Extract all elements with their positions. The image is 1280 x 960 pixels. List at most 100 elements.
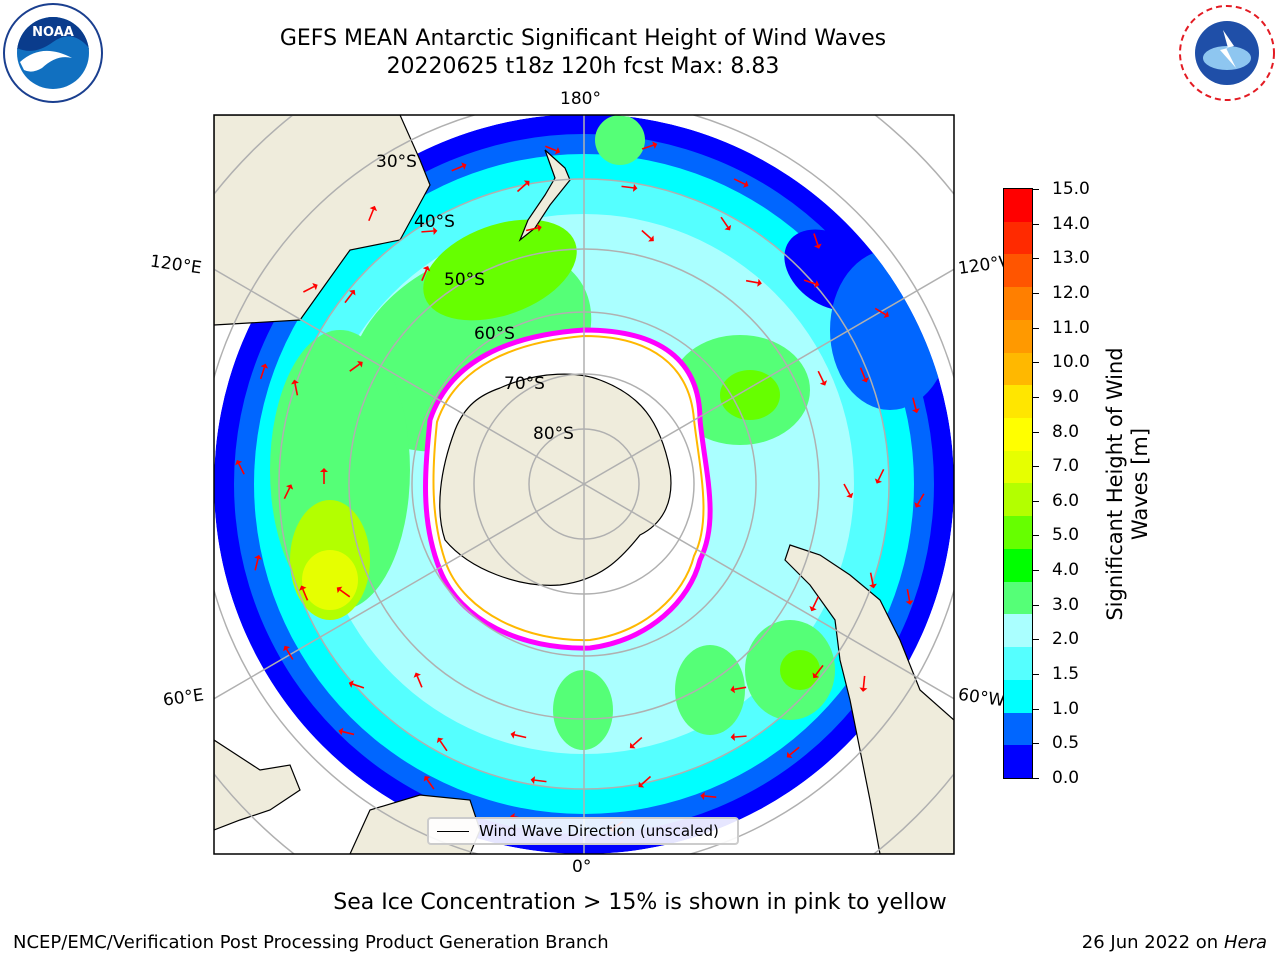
- colorbar-tick-label: 5.0: [1052, 525, 1080, 546]
- colorbar-title: Significant Height of Wind Waves [m]: [1103, 324, 1153, 644]
- wave-direction-arrowhead: [283, 645, 291, 652]
- colorbar-segment: [1004, 548, 1032, 582]
- latitude-label: 40°S: [414, 212, 455, 232]
- latitude-label: 70°S: [504, 374, 545, 394]
- wave-direction-arrow: [641, 229, 652, 240]
- wave-direction-arrow: [352, 683, 365, 689]
- wave-direction-arrowhead: [254, 554, 262, 560]
- colorbar-tick-mark: [1033, 258, 1039, 260]
- wave-direction-arrow: [877, 468, 885, 481]
- wave-direction-arrowhead: [743, 180, 749, 188]
- colorbar-tick-label: 6.0: [1052, 490, 1080, 511]
- wave-direction-arrow: [632, 736, 643, 747]
- colorbar-tick-mark: [1033, 223, 1039, 225]
- latitude-label: 30°S: [376, 152, 417, 172]
- wave-direction-arrowhead: [510, 730, 516, 739]
- colorbar-tick-label: 4.0: [1052, 560, 1080, 581]
- colorbar: [1003, 188, 1033, 779]
- colorbar-tick-label: 0.0: [1052, 768, 1080, 788]
- wave-direction-arrowhead: [530, 776, 536, 785]
- colorbar-segment: [1004, 712, 1032, 746]
- wave-direction-arrowhead: [905, 600, 914, 605]
- colorbar-tick-mark: [1033, 604, 1039, 606]
- wave-direction-arrowhead: [536, 223, 542, 232]
- wave-direction-arrow: [545, 145, 557, 152]
- wave-direction-arrowhead: [861, 377, 869, 383]
- wave-direction-arrowhead: [357, 360, 363, 368]
- wave-direction-arrow: [812, 596, 819, 608]
- wave-direction-arrow: [906, 588, 911, 602]
- wave-direction-arrowhead: [632, 183, 638, 192]
- wave-direction-arrowhead: [629, 742, 636, 749]
- colorbar-tick-label: 12.0: [1052, 282, 1090, 303]
- wave-direction-arrowhead: [700, 792, 705, 800]
- legend-line-swatch: [437, 830, 469, 832]
- wave-direction-arrowhead: [554, 147, 561, 155]
- colorbar-tick-label: 7.0: [1052, 456, 1080, 477]
- wave-direction-arrowhead: [291, 379, 299, 385]
- wave-direction-arrowhead: [812, 672, 819, 679]
- wave-direction-arrowhead: [423, 775, 431, 782]
- wave-direction-arrowhead: [369, 205, 378, 212]
- wave-patch: [780, 650, 820, 690]
- wave-direction-arrowhead: [859, 687, 868, 692]
- wave-direction-arrowhead: [874, 478, 883, 484]
- wave-direction-arrow: [451, 165, 464, 172]
- wave-direction-arrow: [285, 648, 294, 660]
- wave-direction-arrow: [294, 383, 299, 396]
- wave-patch: [720, 370, 780, 420]
- date-text: 26 Jun 2022 on: [1081, 932, 1219, 953]
- colorbar-tick-mark: [1033, 708, 1039, 710]
- wave-direction-arrow: [254, 558, 259, 571]
- noaa-logo-text: NOAA: [32, 25, 74, 40]
- colorbar-tick-label: 13.0: [1052, 248, 1090, 269]
- wave-direction-arrow: [720, 216, 729, 228]
- wave-direction-arrow: [237, 463, 245, 475]
- colorbar-tick-label: 8.0: [1052, 421, 1080, 442]
- wave-direction-arrow: [621, 185, 634, 189]
- wave-direction-arrow: [641, 144, 654, 150]
- credit-text: NCEP/EMC/Verification Post Processing Pr…: [13, 932, 609, 953]
- sea-ice-note: Sea Ice Concentration > 15% is shown in …: [333, 890, 947, 915]
- colorbar-tick-label: 15.0: [1052, 179, 1090, 199]
- africa-landmass: [214, 739, 301, 831]
- new-zealand-landmass: [518, 149, 571, 242]
- colorbar-tick-label: 2.0: [1052, 629, 1080, 650]
- wave-patch: [553, 670, 613, 750]
- wave-direction-arrowhead: [638, 781, 645, 788]
- colorbar-tick-label: 3.0: [1052, 594, 1080, 615]
- colorbar-tick-mark: [1033, 778, 1039, 779]
- wave-direction-arrowhead: [730, 685, 735, 694]
- colorbar-tick-mark: [1033, 466, 1039, 468]
- colorbar-segment: [1004, 189, 1032, 222]
- latitude-label: 50°S: [444, 270, 485, 290]
- wave-direction-arrowhead: [235, 459, 243, 466]
- wave-direction-arrow: [283, 487, 291, 500]
- colorbar-segment: [1004, 221, 1032, 255]
- wave-direction-arrowhead: [436, 737, 444, 744]
- wave-direction-arrowhead: [348, 680, 354, 688]
- colorbar-segment: [1004, 679, 1032, 713]
- latitude-label: 60°S: [474, 324, 515, 344]
- colorbar-tick-mark: [1033, 431, 1039, 433]
- wave-direction-arrow: [733, 178, 746, 185]
- colorbar-segment: [1004, 581, 1032, 615]
- colorbar-segment: [1004, 647, 1032, 680]
- wave-direction-arrow: [303, 285, 315, 293]
- wave-direction-arrowhead: [652, 141, 658, 149]
- wave-direction-arrow: [734, 686, 747, 691]
- antarctica-landmass: [439, 373, 672, 586]
- wave-direction-arrowhead: [757, 278, 762, 287]
- wave-direction-arrow: [514, 734, 527, 739]
- colorbar-segment: [1004, 450, 1032, 484]
- wave-direction-arrowhead: [814, 280, 820, 288]
- colorbar-tick-mark: [1033, 500, 1039, 502]
- colorbar-tick-mark: [1033, 292, 1039, 294]
- wave-direction-arrow: [862, 675, 866, 688]
- wave-direction-arrow: [815, 664, 824, 676]
- wave-direction-arrow: [302, 588, 309, 601]
- wave-direction-arrowhead: [349, 289, 356, 296]
- map-title: GEFS MEAN Antarctic Significant Height o…: [279, 26, 887, 51]
